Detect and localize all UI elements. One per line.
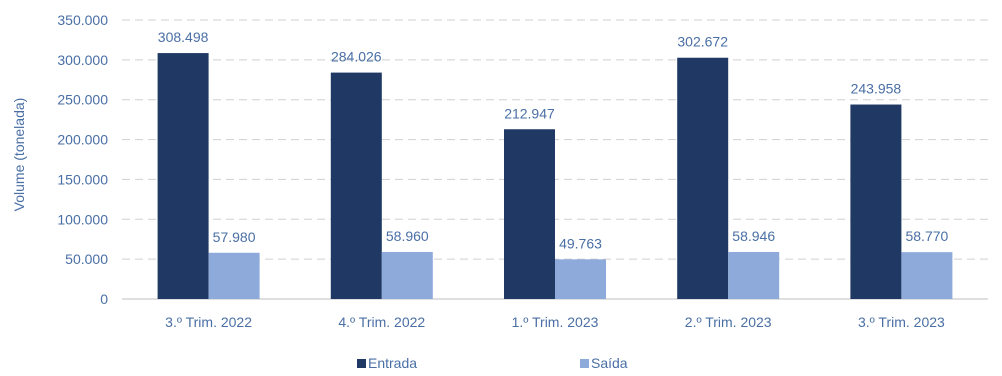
data-label: 243.958 [851,81,902,97]
legend: Entrada Saída [357,355,628,371]
bar-entrada-0 [157,53,209,299]
data-label: 57.980 [213,229,256,245]
y-axis-title: Volume (tonelada) [11,98,27,212]
data-label: 58.946 [732,228,775,244]
bar-entrada-1 [330,72,382,300]
bar-entrada-4 [850,104,902,299]
y-tick-label: 200.000 [57,132,108,148]
bar-saida-3 [728,252,780,299]
y-tick-label: 100.000 [57,211,108,227]
y-tick-label: 150.000 [57,171,108,187]
x-tick-label: 3.º Trim. 2022 [165,314,252,330]
x-tick-label: 1.º Trim. 2023 [512,314,599,330]
x-tick-label: 4.º Trim. 2022 [338,314,425,330]
y-tick-label: 300.000 [57,52,108,68]
axes: 0 50.000 100.000 150.000 200.000 250.000 300.0… [11,12,988,330]
data-labels: 308.498 57.980 284.026 58.960 212.947 49.763 3… [158,29,949,251]
bars [157,53,953,300]
y-tick-label: 350.000 [57,12,108,28]
y-tick-label: 250.000 [57,92,108,108]
bar-saida-1 [381,252,433,299]
data-label: 58.960 [386,228,429,244]
data-label: 212.947 [504,105,555,121]
x-tick-label: 2.º Trim. 2023 [685,314,772,330]
bar-entrada-2 [504,129,555,299]
legend-label: Entrada [368,355,417,371]
bar-saida-4 [901,252,953,299]
data-label: 284.026 [331,49,382,65]
y-tick-label: 0 [100,291,108,307]
data-label: 308.498 [158,29,209,45]
bar-saida-2 [555,259,606,299]
data-label: 58.770 [905,228,948,244]
legend-swatch [580,359,589,368]
data-label: 49.763 [559,235,602,251]
legend-swatch [357,359,366,368]
y-tick-label: 50.000 [65,251,108,267]
bar-entrada-3 [677,57,729,300]
legend-label: Saída [591,355,628,371]
data-label: 302.672 [677,34,728,50]
bar-saida-0 [208,252,260,299]
x-tick-label: 3.º Trim. 2023 [858,314,945,330]
